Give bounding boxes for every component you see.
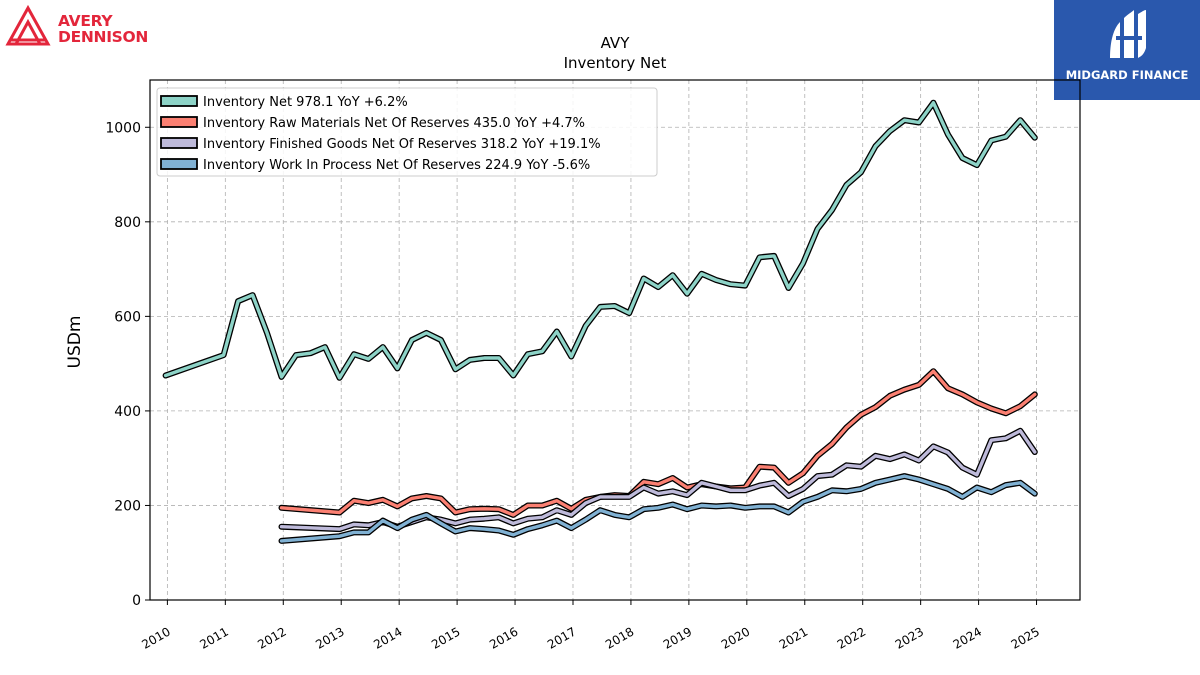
x-tick-label: 2019 bbox=[661, 624, 694, 651]
x-tick-label: 2016 bbox=[487, 624, 520, 651]
legend-label-0: Inventory Net 978.1 YoY +6.2% bbox=[203, 95, 408, 110]
legend-swatch-1 bbox=[160, 116, 198, 128]
series-line-0 bbox=[163, 101, 1037, 380]
avery-dennison-logo: AVERY DENNISON bbox=[4, 4, 174, 48]
midgard-emblem-icon bbox=[1110, 10, 1146, 58]
axes: 0 200 400 600 800 1000 2010 2011 2012 2013 2014 201… bbox=[105, 120, 1042, 652]
legend-swatch-0 bbox=[160, 95, 198, 107]
series-line-3 bbox=[279, 474, 1037, 543]
legend-swatch-2 bbox=[160, 137, 198, 149]
legend-box bbox=[156, 87, 658, 177]
x-tick-label: 2022 bbox=[835, 624, 868, 651]
series-lines bbox=[162, 99, 1038, 544]
avery-dennison-emblem-icon bbox=[5, 4, 51, 46]
x-tick-label: 2020 bbox=[719, 624, 752, 651]
legend-label-3: Inventory Work In Process Net Of Reserve… bbox=[203, 158, 590, 173]
y-tick-label: 400 bbox=[114, 404, 141, 420]
x-tick-label: 2018 bbox=[603, 624, 636, 651]
legend-swatch-3 bbox=[160, 158, 198, 170]
legend: Inventory Net 978.1 YoY +6.2% Inventory R… bbox=[156, 87, 658, 177]
series-line-2 bbox=[279, 429, 1037, 531]
x-tick-label: 2024 bbox=[951, 624, 984, 651]
legend-label-2: Inventory Finished Goods Net Of Reserves… bbox=[203, 137, 601, 152]
y-axis-label: USDm bbox=[65, 316, 85, 369]
y-tick-label: 200 bbox=[114, 498, 141, 514]
x-tick-label: 2015 bbox=[429, 624, 462, 651]
x-tick-label: 2017 bbox=[545, 624, 578, 651]
x-tick-label: 2012 bbox=[255, 624, 288, 651]
y-tick-label: 0 bbox=[132, 593, 141, 609]
sponsor-name: MIDGARD FINANCE bbox=[1065, 68, 1189, 82]
x-tick-label: 2013 bbox=[313, 624, 346, 651]
y-tick-label: 1000 bbox=[105, 120, 141, 136]
chart-title: AVY bbox=[601, 34, 631, 52]
x-tick-label: 2010 bbox=[139, 624, 172, 651]
y-tick-label: 600 bbox=[114, 309, 141, 325]
x-tick-label: 2021 bbox=[777, 624, 810, 651]
x-tick-label: 2014 bbox=[371, 624, 404, 651]
plot-frame bbox=[149, 79, 1081, 601]
y-tick-label: 800 bbox=[114, 215, 141, 231]
series-line-1 bbox=[279, 369, 1037, 517]
midgard-finance-logo: MIDGARD FINANCE bbox=[1054, 0, 1200, 100]
logo-line-1: AVERY bbox=[58, 12, 113, 30]
x-tick-label: 2023 bbox=[893, 624, 926, 651]
logo-line-2: DENNISON bbox=[58, 28, 149, 46]
chart-subtitle: Inventory Net bbox=[564, 54, 667, 72]
legend-label-1: Inventory Raw Materials Net Of Reserves … bbox=[203, 116, 585, 131]
x-tick-label: 2025 bbox=[1009, 624, 1042, 651]
x-tick-label: 2011 bbox=[197, 624, 230, 651]
